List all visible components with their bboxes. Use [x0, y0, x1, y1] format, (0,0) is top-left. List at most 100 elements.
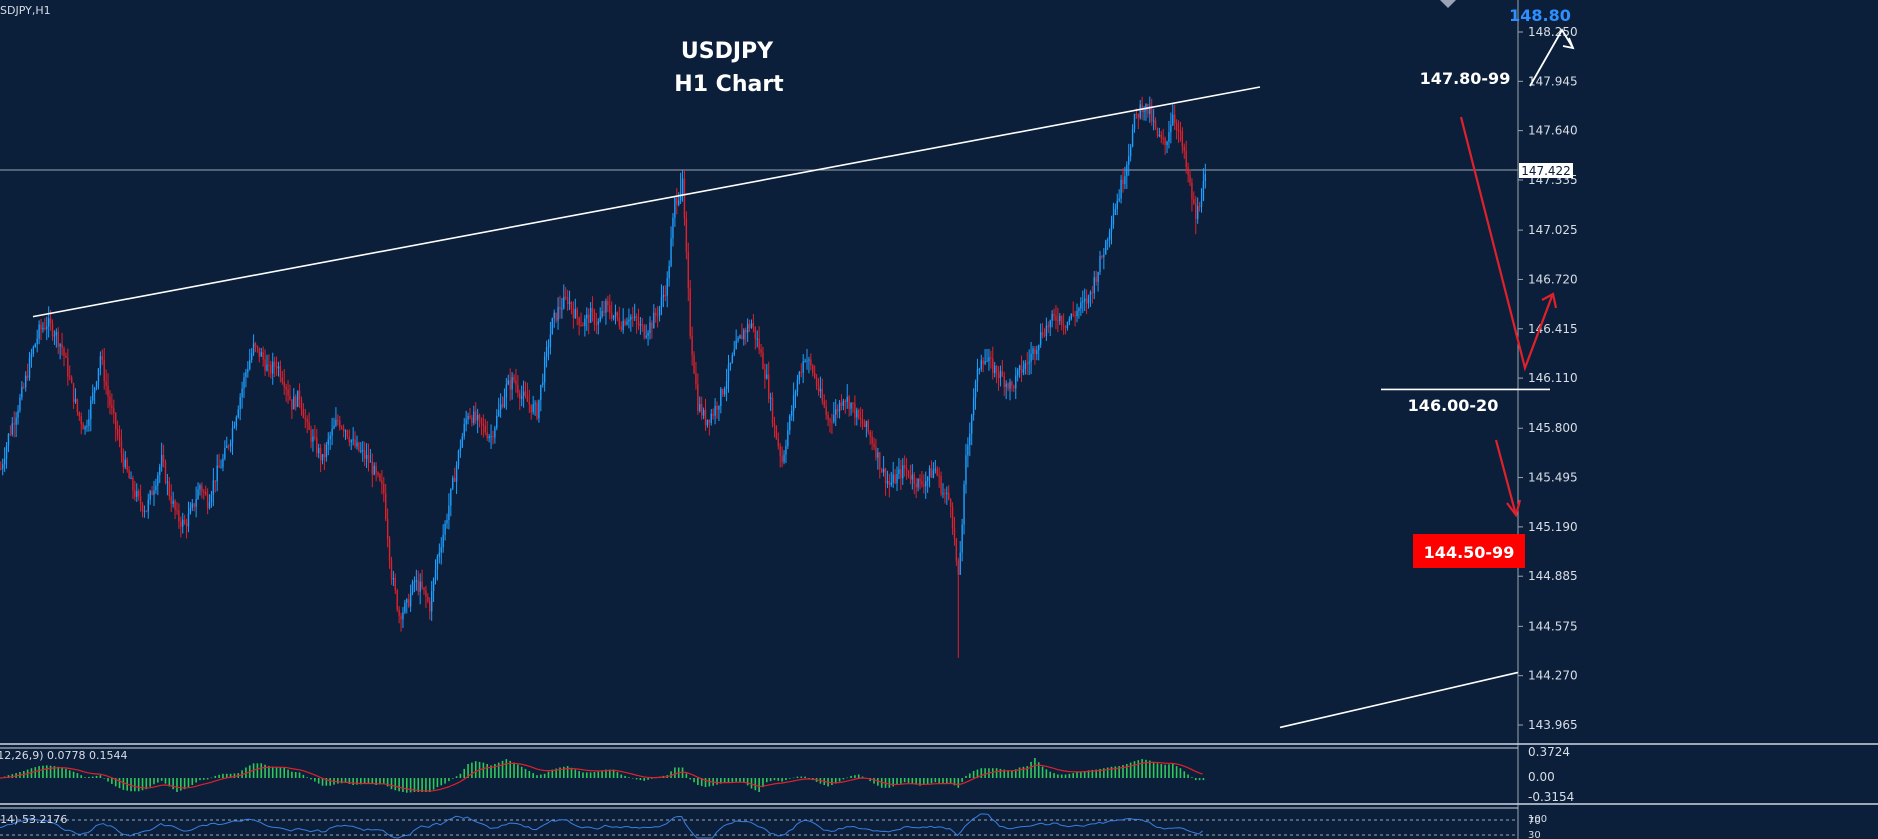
bull-candle-body	[534, 403, 536, 405]
bear-candle-body	[291, 399, 293, 410]
bear-candle-body	[1007, 383, 1009, 389]
macd-bar	[1187, 774, 1189, 778]
macd-bar	[612, 769, 615, 778]
bear-candle-body	[78, 412, 81, 417]
bear-candle-body	[990, 357, 992, 359]
bull-candle-body	[653, 312, 655, 329]
macd-bar	[605, 769, 607, 778]
macd-bar	[804, 776, 806, 778]
macd-bar	[704, 778, 707, 788]
bull-candle-body	[434, 569, 437, 580]
bear-candle-body	[1181, 131, 1184, 147]
bull-candle-body	[1032, 348, 1034, 354]
bear-candle-body	[319, 448, 322, 461]
symbol-label: USDJPY,H1	[0, 4, 51, 17]
bear-candle-body	[524, 391, 527, 396]
bull-candle-body	[678, 200, 680, 205]
bear-candle-body	[375, 465, 377, 473]
macd-bar	[976, 769, 979, 778]
macd-bar	[915, 778, 917, 785]
bear-candle-body	[132, 478, 134, 491]
bear-candle-body	[903, 465, 906, 469]
bull-candle-body	[153, 490, 155, 495]
macd-bar	[501, 760, 504, 778]
bear-candle-body	[273, 361, 276, 367]
macd-bar	[1126, 764, 1128, 778]
bear-candle-body	[685, 218, 688, 253]
bull-candle-body	[1016, 369, 1019, 376]
macd-bar	[731, 778, 734, 782]
bear-candle-body	[113, 407, 115, 414]
bull-candle-body	[494, 427, 496, 438]
macd-bar	[769, 778, 772, 782]
bull-candle-body	[430, 590, 433, 612]
bear-candle-body	[264, 359, 266, 371]
bull-candle-body	[670, 238, 672, 267]
bear-candle-body	[618, 317, 621, 326]
bear-candle-body	[1043, 335, 1046, 337]
bull-candle-body	[419, 581, 421, 592]
macd-tick-label: 0.00	[1528, 770, 1555, 784]
bull-candle-body	[660, 296, 663, 308]
macd-bar	[497, 762, 500, 778]
bear-candle-body	[206, 494, 209, 509]
macd-bar	[1060, 774, 1063, 778]
bear-candle-body	[1013, 385, 1015, 389]
bull-candle-body	[1039, 332, 1042, 345]
bear-candle-body	[656, 315, 659, 317]
bear-candle-body	[1047, 325, 1050, 328]
bull-candle-body	[241, 388, 243, 398]
bull-candle-body	[446, 519, 448, 524]
bull-candle-body	[1143, 110, 1145, 112]
bull-candle-body	[1076, 310, 1078, 316]
bull-candle-body	[17, 410, 19, 418]
bear-candle-body	[1053, 313, 1055, 316]
macd-bar	[160, 778, 163, 781]
bull-candle-body	[55, 331, 58, 336]
macd-bar	[601, 770, 603, 778]
bull-candle-body	[444, 523, 446, 535]
bear-candle-body	[921, 481, 923, 485]
macd-bar	[854, 775, 856, 778]
rsi-tick-label: 70	[1528, 816, 1541, 827]
bear-candle-body	[1057, 320, 1059, 322]
bull-candle-body	[1005, 383, 1007, 387]
macd-bar	[1068, 773, 1071, 778]
bull-candle-body	[448, 505, 450, 520]
bear-candle-body	[570, 302, 573, 309]
macd-bar	[589, 772, 592, 778]
macd-bar	[846, 777, 849, 779]
bull-candle-body	[702, 410, 705, 416]
bear-candle-body	[1189, 174, 1191, 183]
bear-candle-body	[519, 393, 521, 399]
bull-candle-body	[965, 455, 967, 485]
macd-bar	[494, 764, 496, 778]
macd-bar	[624, 775, 626, 778]
bear-candle-body	[781, 455, 783, 462]
bull-candle-body	[277, 366, 280, 369]
bull-candle-body	[568, 302, 571, 304]
bear-candle-body	[691, 335, 693, 356]
bull-candle-body	[415, 580, 418, 582]
bear-candle-body	[565, 296, 567, 298]
bull-candle-body	[455, 465, 458, 482]
bull-candle-body	[3, 458, 6, 465]
bull-candle-body	[1009, 381, 1011, 389]
bear-candle-body	[390, 560, 393, 580]
bear-candle-body	[346, 430, 349, 437]
bull-candle-body	[229, 442, 232, 447]
bear-candle-body	[995, 365, 998, 375]
bull-candle-body	[461, 436, 464, 448]
macd-bar	[195, 778, 197, 783]
bull-candle-body	[1128, 156, 1130, 165]
bull-candle-body	[926, 477, 929, 482]
bear-candle-body	[664, 295, 667, 297]
bull-candle-body	[38, 324, 40, 339]
bull-candle-body	[798, 371, 801, 380]
macd-bar	[1076, 772, 1078, 778]
bull-candle-body	[971, 415, 973, 434]
macd-bar	[850, 775, 852, 778]
bear-candle-body	[754, 326, 757, 339]
bear-candle-body	[771, 397, 774, 424]
